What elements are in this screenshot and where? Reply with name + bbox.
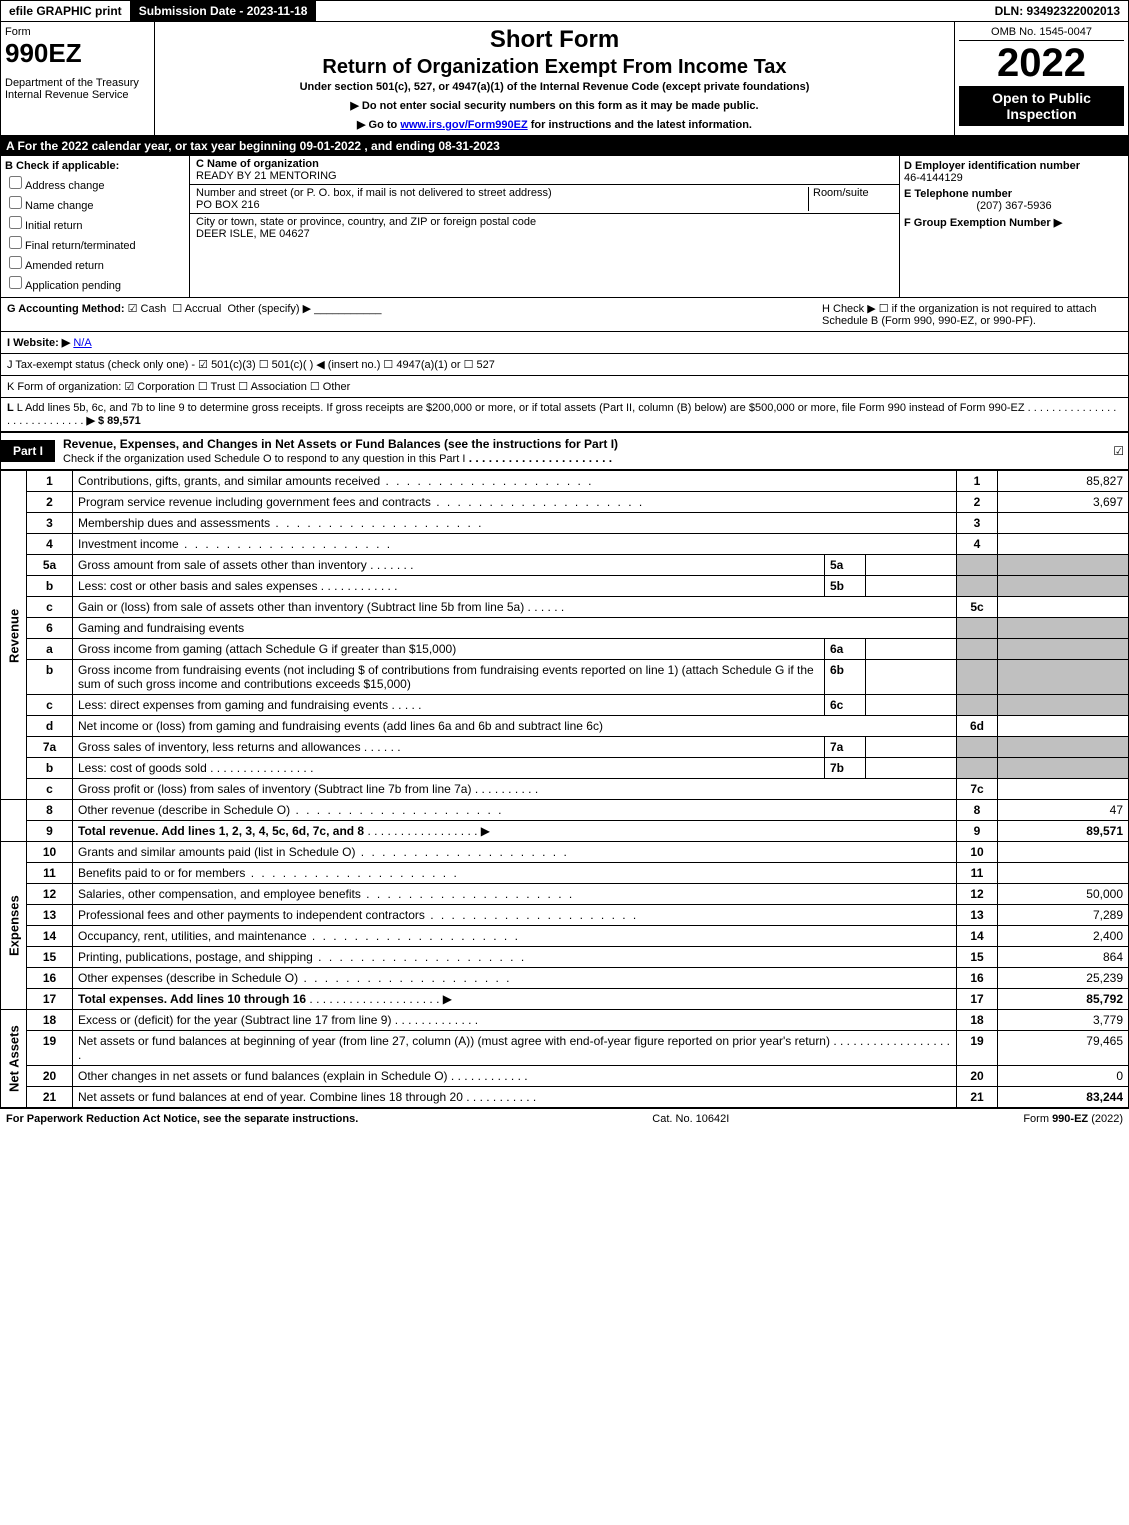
org-name: READY BY 21 MENTORING: [196, 170, 337, 182]
section-c: C Name of organization READY BY 21 MENTO…: [190, 156, 900, 297]
form-header: Form 990EZ Department of the Treasury In…: [0, 22, 1129, 136]
group-label: F Group Exemption Number ▶: [904, 216, 1124, 229]
website-link[interactable]: N/A: [73, 337, 91, 349]
open-to-public: Open to Public Inspection: [959, 86, 1124, 126]
submission-date: Submission Date - 2023-11-18: [131, 1, 317, 21]
meta-i: I Website: ▶ N/A: [0, 332, 1129, 354]
section-b: B Check if applicable: Address change Na…: [1, 156, 190, 297]
ein-label: D Employer identification number: [904, 160, 1124, 172]
ein-value: 46-4144129: [904, 172, 1124, 184]
line19-amount: 79,465: [998, 1031, 1129, 1066]
check-address[interactable]: Address change: [5, 173, 185, 192]
topbar: efile GRAPHIC print Submission Date - 20…: [0, 0, 1129, 22]
check-initial[interactable]: Initial return: [5, 213, 185, 232]
org-city: DEER ISLE, ME 04627: [196, 228, 310, 240]
section-a: A For the 2022 calendar year, or tax yea…: [0, 136, 1129, 156]
line9-amount: 89,571: [998, 821, 1129, 842]
footer-right: Form 990-EZ (2022): [1023, 1113, 1123, 1125]
check-name[interactable]: Name change: [5, 193, 185, 212]
form-label: Form: [5, 26, 150, 38]
form-number: 990EZ: [5, 38, 150, 69]
meta-j: J Tax-exempt status (check only one) - ☑…: [0, 354, 1129, 376]
line13-amount: 7,289: [998, 905, 1129, 926]
c-city-label: City or town, state or province, country…: [196, 216, 536, 228]
part1-title: Revenue, Expenses, and Changes in Net As…: [55, 433, 1109, 469]
short-form-title: Short Form: [159, 26, 950, 54]
c-name-label: C Name of organization: [196, 158, 319, 170]
line1-amount: 85,827: [998, 471, 1129, 492]
dln: DLN: 93492322002013: [987, 1, 1128, 21]
line18-amount: 3,779: [998, 1010, 1129, 1031]
irs-label: Internal Revenue Service: [5, 89, 150, 101]
h-check: H Check ▶ ☐ if the organization is not r…: [822, 302, 1122, 327]
irs-link[interactable]: www.irs.gov/Form990EZ: [400, 119, 527, 131]
return-title: Return of Organization Exempt From Incom…: [159, 56, 950, 79]
check-amended[interactable]: Amended return: [5, 253, 185, 272]
footer: For Paperwork Reduction Act Notice, see …: [0, 1108, 1129, 1129]
lines-table: Revenue 1 Contributions, gifts, grants, …: [0, 470, 1129, 1108]
meta-gh: G Accounting Method: ☑ Cash ☐ Accrual Ot…: [0, 298, 1129, 332]
line21-amount: 83,244: [998, 1087, 1129, 1108]
line17-amount: 85,792: [998, 989, 1129, 1010]
phone-label: E Telephone number: [904, 188, 1124, 200]
expenses-label: Expenses: [1, 842, 27, 1010]
line12-amount: 50,000: [998, 884, 1129, 905]
line15-amount: 864: [998, 947, 1129, 968]
under-section: Under section 501(c), 527, or 4947(a)(1)…: [159, 81, 950, 93]
c-street-label: Number and street (or P. O. box, if mail…: [196, 187, 552, 199]
accounting-method: G Accounting Method: ☑ Cash ☐ Accrual Ot…: [7, 302, 381, 327]
phone-value: (207) 367-5936: [904, 200, 1124, 212]
check-final[interactable]: Final return/terminated: [5, 233, 185, 252]
section-d: D Employer identification number 46-4144…: [900, 156, 1128, 297]
revenue-label: Revenue: [1, 471, 27, 800]
section-b-title: B Check if applicable:: [5, 160, 185, 172]
part1-header: Part I Revenue, Expenses, and Changes in…: [0, 432, 1129, 470]
part1-label: Part I: [1, 440, 55, 462]
meta-k: K Form of organization: ☑ Corporation ☐ …: [0, 376, 1129, 398]
line8-amount: 47: [998, 800, 1129, 821]
meta-l: L L Add lines 5b, 6c, and 7b to line 9 t…: [0, 398, 1129, 432]
check-pending[interactable]: Application pending: [5, 273, 185, 292]
line16-amount: 25,239: [998, 968, 1129, 989]
info-row: B Check if applicable: Address change Na…: [0, 156, 1129, 298]
room-suite-label: Room/suite: [808, 187, 893, 211]
dept-label: Department of the Treasury: [5, 77, 150, 89]
org-street: PO BOX 216: [196, 199, 260, 211]
netassets-label: Net Assets: [1, 1010, 27, 1108]
note-ssn: ▶ Do not enter social security numbers o…: [159, 99, 950, 112]
line20-amount: 0: [998, 1066, 1129, 1087]
footer-cat: Cat. No. 10642I: [358, 1113, 1023, 1125]
line2-amount: 3,697: [998, 492, 1129, 513]
efile-label: efile GRAPHIC print: [1, 1, 131, 21]
footer-left: For Paperwork Reduction Act Notice, see …: [6, 1113, 358, 1125]
note-goto: ▶ Go to www.irs.gov/Form990EZ for instru…: [159, 118, 950, 131]
line14-amount: 2,400: [998, 926, 1129, 947]
omb-number: OMB No. 1545-0047: [959, 26, 1124, 41]
tax-year: 2022: [959, 41, 1124, 86]
part1-check[interactable]: ☑: [1109, 440, 1128, 462]
